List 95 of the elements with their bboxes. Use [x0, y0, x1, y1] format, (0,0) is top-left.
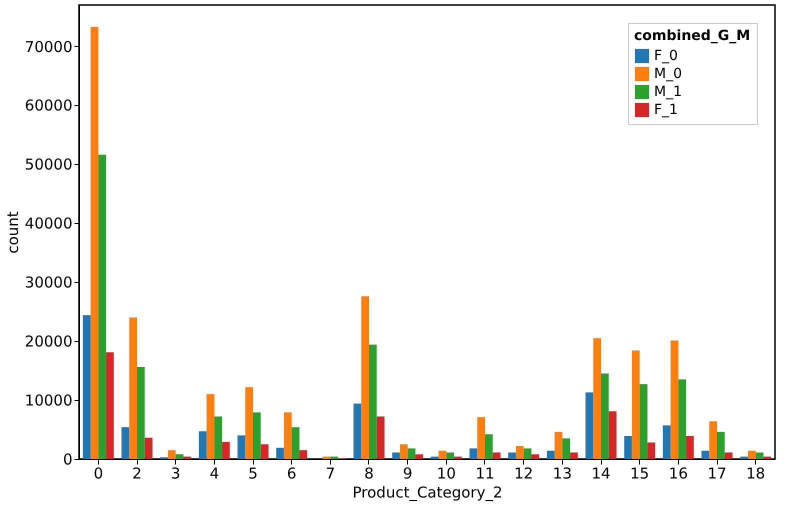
bar — [245, 387, 253, 459]
bar — [438, 450, 446, 459]
x-tick-label: 9 — [402, 464, 412, 482]
bar — [144, 438, 152, 459]
bar — [562, 438, 570, 459]
bar — [446, 452, 454, 459]
bar — [477, 417, 485, 459]
bar — [354, 404, 362, 459]
bar — [392, 452, 400, 459]
bar — [586, 392, 594, 459]
bar — [531, 454, 540, 459]
x-tick-label: 0 — [94, 464, 104, 482]
x-tick-label: 10 — [436, 464, 456, 482]
y-axis-title: count — [4, 211, 22, 254]
x-tick-label: 12 — [514, 464, 534, 482]
bar — [206, 394, 214, 459]
y-tick-label: 70000 — [24, 38, 72, 56]
x-tick-label: 2 — [132, 464, 142, 482]
x-axis-title: Product_Category_2 — [352, 484, 503, 502]
bar — [546, 450, 555, 459]
x-tick-label: 16 — [668, 464, 688, 482]
x-tick-label: 7 — [326, 464, 336, 482]
bar — [524, 448, 532, 459]
bar — [601, 374, 609, 459]
x-tick-label: 11 — [475, 464, 495, 482]
bar — [470, 448, 478, 459]
bar — [702, 450, 710, 459]
bar — [82, 315, 91, 459]
bar — [369, 344, 377, 459]
bar — [129, 317, 137, 459]
x-tick-label: 4 — [210, 464, 220, 482]
x-tick-label: 3 — [170, 464, 180, 482]
x-tick-label: 17 — [707, 464, 727, 482]
y-tick-label: 60000 — [24, 96, 72, 115]
bar — [624, 436, 632, 459]
bar — [137, 367, 145, 459]
bar — [292, 427, 300, 459]
bar — [198, 431, 207, 459]
bar — [516, 446, 524, 459]
x-tick-label: 18 — [746, 464, 766, 482]
bar — [98, 154, 106, 459]
y-tick-label: 30000 — [24, 274, 72, 292]
bar — [122, 427, 130, 459]
x-tick-label: 13 — [552, 464, 572, 482]
bar — [253, 412, 261, 459]
legend-title: combined_G_M — [634, 28, 750, 44]
bar — [508, 452, 516, 459]
bar — [608, 411, 616, 459]
legend-label: M_0 — [654, 66, 682, 82]
bar — [284, 412, 292, 459]
x-tick-label: 15 — [630, 464, 650, 482]
x-tick-label: 5 — [248, 464, 258, 482]
bar — [492, 452, 500, 459]
y-tick-label: 40000 — [24, 214, 72, 233]
legend-label: M_1 — [654, 84, 682, 100]
bar — [724, 452, 732, 459]
bar — [686, 436, 694, 459]
legend-label: F_1 — [654, 102, 678, 118]
bar — [90, 26, 98, 459]
bar — [593, 338, 601, 459]
bar — [361, 296, 369, 459]
bar — [260, 444, 268, 459]
bar — [554, 432, 562, 459]
bar — [485, 434, 493, 459]
bar — [756, 452, 764, 459]
bar — [168, 450, 176, 459]
bar — [717, 432, 725, 459]
bar — [415, 454, 424, 459]
x-tick-label: 8 — [364, 464, 374, 482]
bar — [400, 444, 408, 459]
bar — [570, 452, 578, 459]
bar — [647, 442, 656, 459]
bar — [662, 425, 671, 459]
bar — [106, 352, 114, 459]
bar — [376, 416, 384, 459]
y-tick-label: 0 — [62, 450, 72, 468]
x-tick-label: 14 — [591, 464, 611, 482]
bar — [632, 350, 640, 459]
bar — [748, 450, 756, 459]
bar — [640, 384, 648, 459]
bar — [678, 379, 686, 459]
bar — [176, 454, 184, 459]
legend-label: F_0 — [654, 48, 678, 64]
y-tick-label: 20000 — [24, 332, 72, 351]
x-tick-label: 6 — [286, 464, 296, 482]
bar — [408, 448, 416, 459]
bar — [299, 450, 308, 459]
bar — [214, 416, 222, 459]
bar — [709, 421, 717, 459]
y-tick-label: 10000 — [24, 392, 72, 410]
bar — [222, 442, 230, 459]
bar — [238, 435, 246, 459]
bar — [276, 448, 284, 459]
y-tick-label: 50000 — [24, 156, 72, 174]
bar — [670, 340, 678, 459]
